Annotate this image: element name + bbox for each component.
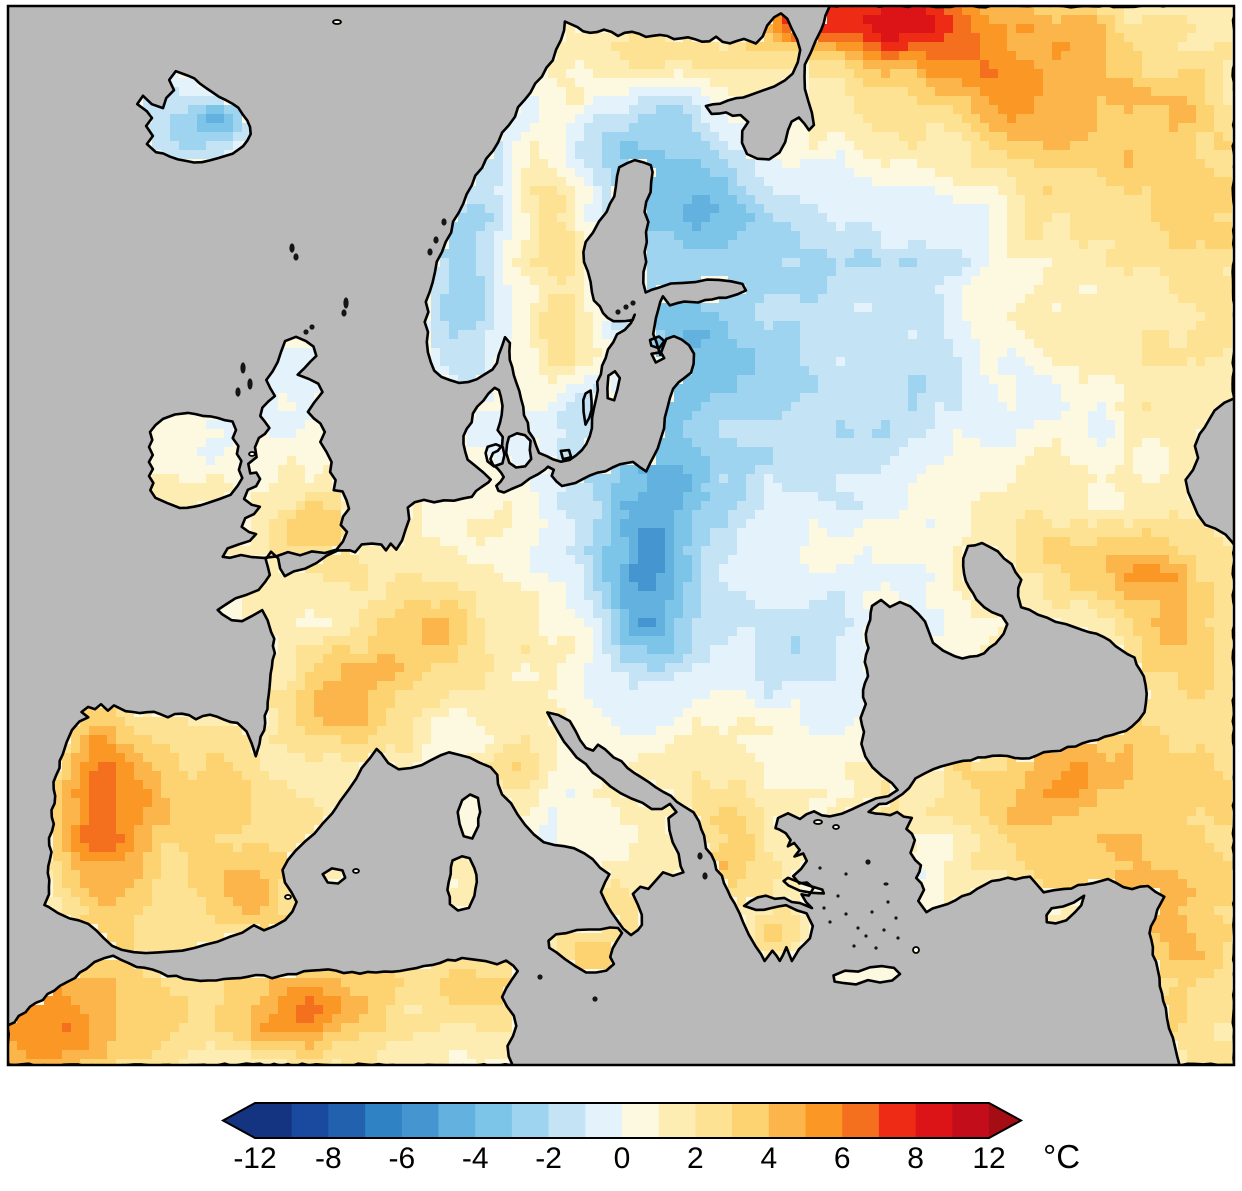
svg-text:0: 0 [614, 1142, 631, 1175]
svg-text:2: 2 [687, 1142, 704, 1175]
svg-text:8: 8 [907, 1142, 924, 1175]
svg-text:-2: -2 [535, 1142, 562, 1175]
svg-text:°C: °C [1043, 1138, 1080, 1175]
svg-text:-12: -12 [233, 1142, 276, 1175]
svg-text:-8: -8 [315, 1142, 342, 1175]
svg-text:4: 4 [760, 1142, 777, 1175]
svg-text:6: 6 [834, 1142, 851, 1175]
svg-text:-6: -6 [388, 1142, 415, 1175]
svg-text:12: 12 [972, 1142, 1005, 1175]
svg-text:-4: -4 [462, 1142, 489, 1175]
